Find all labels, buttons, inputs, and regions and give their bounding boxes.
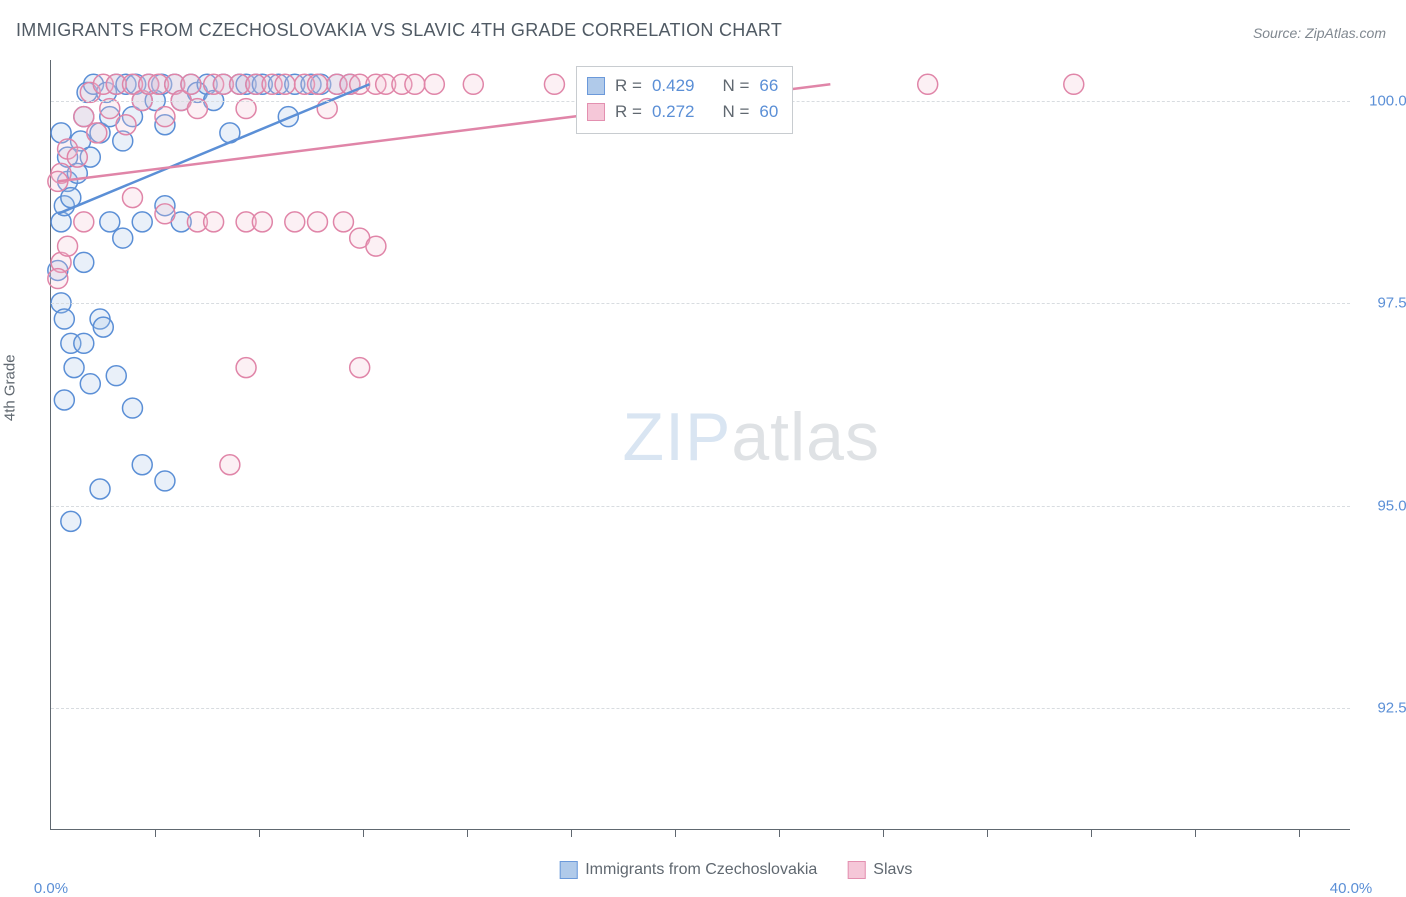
data-point xyxy=(67,147,87,167)
legend-label-series1: Immigrants from Czechoslovakia xyxy=(585,861,817,879)
data-point xyxy=(74,252,94,272)
data-point xyxy=(155,107,175,127)
data-point xyxy=(74,333,94,353)
data-point xyxy=(132,455,152,475)
data-point xyxy=(132,212,152,232)
x-tick xyxy=(363,829,364,837)
data-point xyxy=(74,212,94,232)
x-tick xyxy=(1195,829,1196,837)
data-point xyxy=(308,74,328,94)
legend-swatch-series2 xyxy=(847,861,865,879)
data-point xyxy=(123,188,143,208)
data-point xyxy=(123,398,143,418)
data-point xyxy=(544,74,564,94)
data-point xyxy=(48,269,68,289)
correlation-stats-box: R = 0.429 N = 66 R = 0.272 N = 60 xyxy=(576,66,793,134)
source-attribution: Source: ZipAtlas.com xyxy=(1253,25,1386,41)
n-label: N = xyxy=(722,73,749,99)
data-point xyxy=(155,471,175,491)
data-point xyxy=(93,317,113,337)
data-point xyxy=(285,212,305,232)
data-point xyxy=(54,390,74,410)
data-point xyxy=(275,74,295,94)
x-tick-label: 40.0% xyxy=(1330,880,1373,897)
gridline xyxy=(51,708,1350,709)
data-point xyxy=(100,212,120,232)
data-point xyxy=(918,74,938,94)
swatch-series1 xyxy=(587,77,605,95)
data-point xyxy=(252,212,272,232)
data-point xyxy=(220,455,240,475)
data-point xyxy=(80,374,100,394)
legend-swatch-series1 xyxy=(559,861,577,879)
y-tick-label: 100.0% xyxy=(1369,92,1406,109)
n-label: N = xyxy=(722,99,749,125)
n-value-series1: 66 xyxy=(759,73,778,99)
data-point xyxy=(61,511,81,531)
r-label: R = xyxy=(615,99,642,125)
data-point xyxy=(58,236,78,256)
legend-label-series2: Slavs xyxy=(873,861,912,879)
x-tick xyxy=(883,829,884,837)
x-tick xyxy=(987,829,988,837)
data-point xyxy=(204,212,224,232)
x-tick xyxy=(467,829,468,837)
data-point xyxy=(155,204,175,224)
swatch-series2 xyxy=(587,103,605,121)
data-point xyxy=(113,228,133,248)
x-tick-label: 0.0% xyxy=(34,880,68,897)
data-point xyxy=(54,309,74,329)
data-point xyxy=(116,115,136,135)
data-point xyxy=(405,74,425,94)
data-point xyxy=(106,366,126,386)
data-point xyxy=(463,74,483,94)
data-point xyxy=(87,123,107,143)
data-point xyxy=(74,107,94,127)
y-tick-label: 95.0% xyxy=(1377,497,1406,514)
scatter-svg xyxy=(51,60,1350,829)
x-tick xyxy=(675,829,676,837)
data-point xyxy=(64,358,84,378)
stats-row-series1: R = 0.429 N = 66 xyxy=(587,73,778,99)
r-value-series1: 0.429 xyxy=(652,73,695,99)
data-point xyxy=(236,358,256,378)
y-tick-label: 97.5% xyxy=(1377,295,1406,312)
data-point xyxy=(333,212,353,232)
data-point xyxy=(187,99,207,119)
data-point xyxy=(424,74,444,94)
n-value-series2: 60 xyxy=(759,99,778,125)
r-label: R = xyxy=(615,73,642,99)
data-point xyxy=(366,236,386,256)
y-tick-label: 92.5% xyxy=(1377,700,1406,717)
x-tick xyxy=(779,829,780,837)
legend-item-series2: Slavs xyxy=(847,861,912,879)
x-tick xyxy=(155,829,156,837)
x-tick xyxy=(259,829,260,837)
r-value-series2: 0.272 xyxy=(652,99,695,125)
gridline xyxy=(51,506,1350,507)
x-tick xyxy=(1299,829,1300,837)
stats-row-series2: R = 0.272 N = 60 xyxy=(587,99,778,125)
data-point xyxy=(350,358,370,378)
x-tick xyxy=(1091,829,1092,837)
data-point xyxy=(181,74,201,94)
data-point xyxy=(100,99,120,119)
gridline xyxy=(51,303,1350,304)
y-axis-label: 4th Grade xyxy=(2,354,19,421)
legend-item-series1: Immigrants from Czechoslovakia xyxy=(559,861,817,879)
data-point xyxy=(1064,74,1084,94)
chart-title: IMMIGRANTS FROM CZECHOSLOVAKIA VS SLAVIC… xyxy=(16,20,782,41)
chart-plot-area: ZIPatlas R = 0.429 N = 66 R = 0.272 N = … xyxy=(50,60,1350,830)
legend-bottom: Immigrants from Czechoslovakia Slavs xyxy=(559,861,912,879)
data-point xyxy=(308,212,328,232)
x-tick xyxy=(571,829,572,837)
data-point xyxy=(90,479,110,499)
data-point xyxy=(236,99,256,119)
